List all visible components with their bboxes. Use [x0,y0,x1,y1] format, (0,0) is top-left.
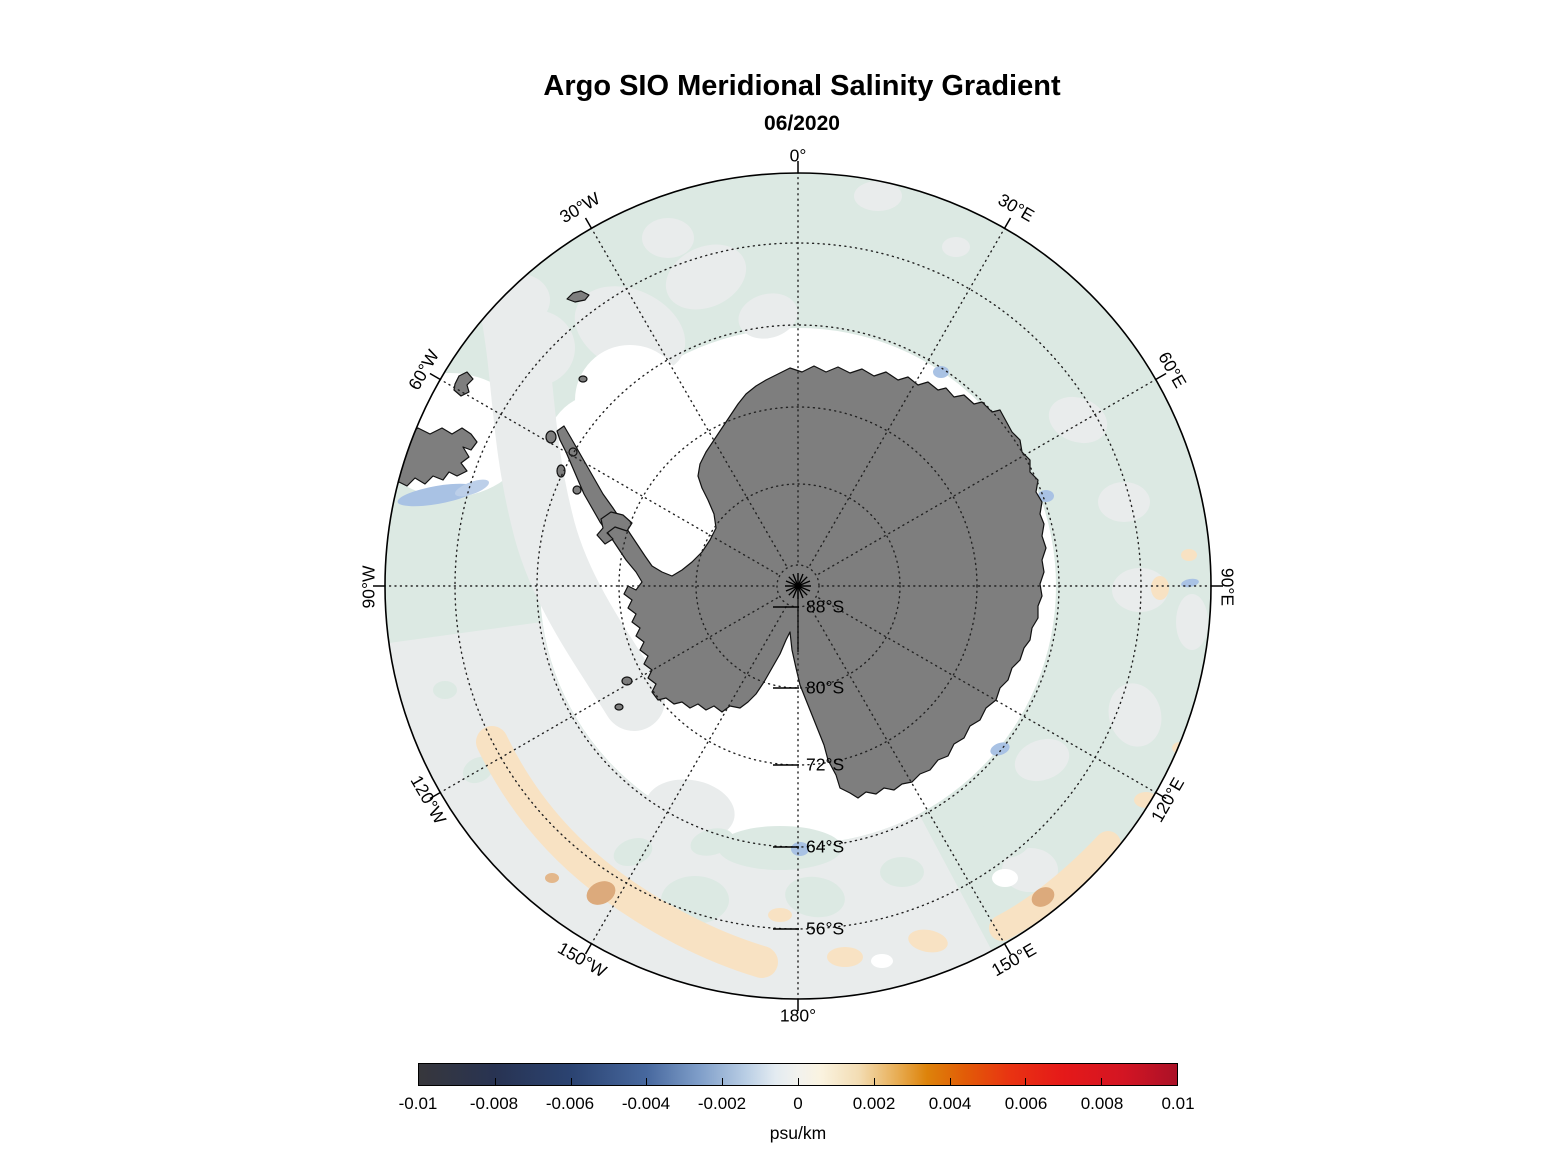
colorbar-label-neg-0-004: -0.004 [621,1094,671,1113]
colorbar-label-neg-0-002: -0.002 [697,1094,747,1113]
lat-label-72s: 72°S [806,754,845,775]
lon-label-90e: 90°E [1217,567,1238,607]
drake-gray-band [481,283,665,731]
lat-label-56s: 56°S [806,918,845,939]
colorbar-tick [646,1078,648,1085]
lon-label-90w: 90°W [358,565,379,609]
colorbar-tick [1101,1078,1103,1085]
teal-patches [433,681,1031,924]
lat-label-64s: 64°S [806,836,845,857]
colorbar-label-0-008: 0.008 [1080,1094,1124,1113]
colorbar-label-neg-0-008: -0.008 [469,1094,519,1113]
colorbar-tick [722,1078,724,1085]
colorbar-tick [1025,1078,1027,1085]
colorbar-tick [798,1078,799,1085]
colorbar-unit: psu/km [769,1123,827,1143]
colorbar-label-0-004: 0.004 [928,1094,972,1113]
graticule [384,172,1212,1000]
colorbar-label-neg-0-01: -0.01 [398,1094,438,1113]
lon-label-0: 0° [789,145,807,166]
map-ticks-and-pole [373,161,1223,1011]
figure-subtitle: 06/2020 [764,112,840,135]
colorbar-label-neg-0-006: -0.006 [545,1094,595,1113]
colorbar-tick [570,1078,572,1085]
south-georgia-island [566,290,590,303]
gray-patches [490,181,1208,892]
colorbar-label-0-002: 0.002 [852,1094,896,1113]
james-ross-island [596,511,633,545]
lat-label-88s: 88°S [806,596,845,617]
colorbar-tick [494,1078,496,1085]
colorbar-tick [873,1078,875,1085]
colorbar-label-0-006: 0.006 [1004,1094,1048,1113]
colorbar-gradient [418,1063,1178,1086]
map-boundary-circle [384,172,1212,1000]
small-islands [545,375,633,711]
lat-label-80s: 80°S [806,677,845,698]
colorbar-label-0: 0 [793,1094,803,1113]
colorbar-label-0-01: 0.01 [1161,1094,1195,1113]
figure-title: Argo SIO Meridional Salinity Gradient [543,70,1061,102]
colorbar-tick [949,1078,951,1085]
lon-label-180: 180° [779,1005,817,1026]
